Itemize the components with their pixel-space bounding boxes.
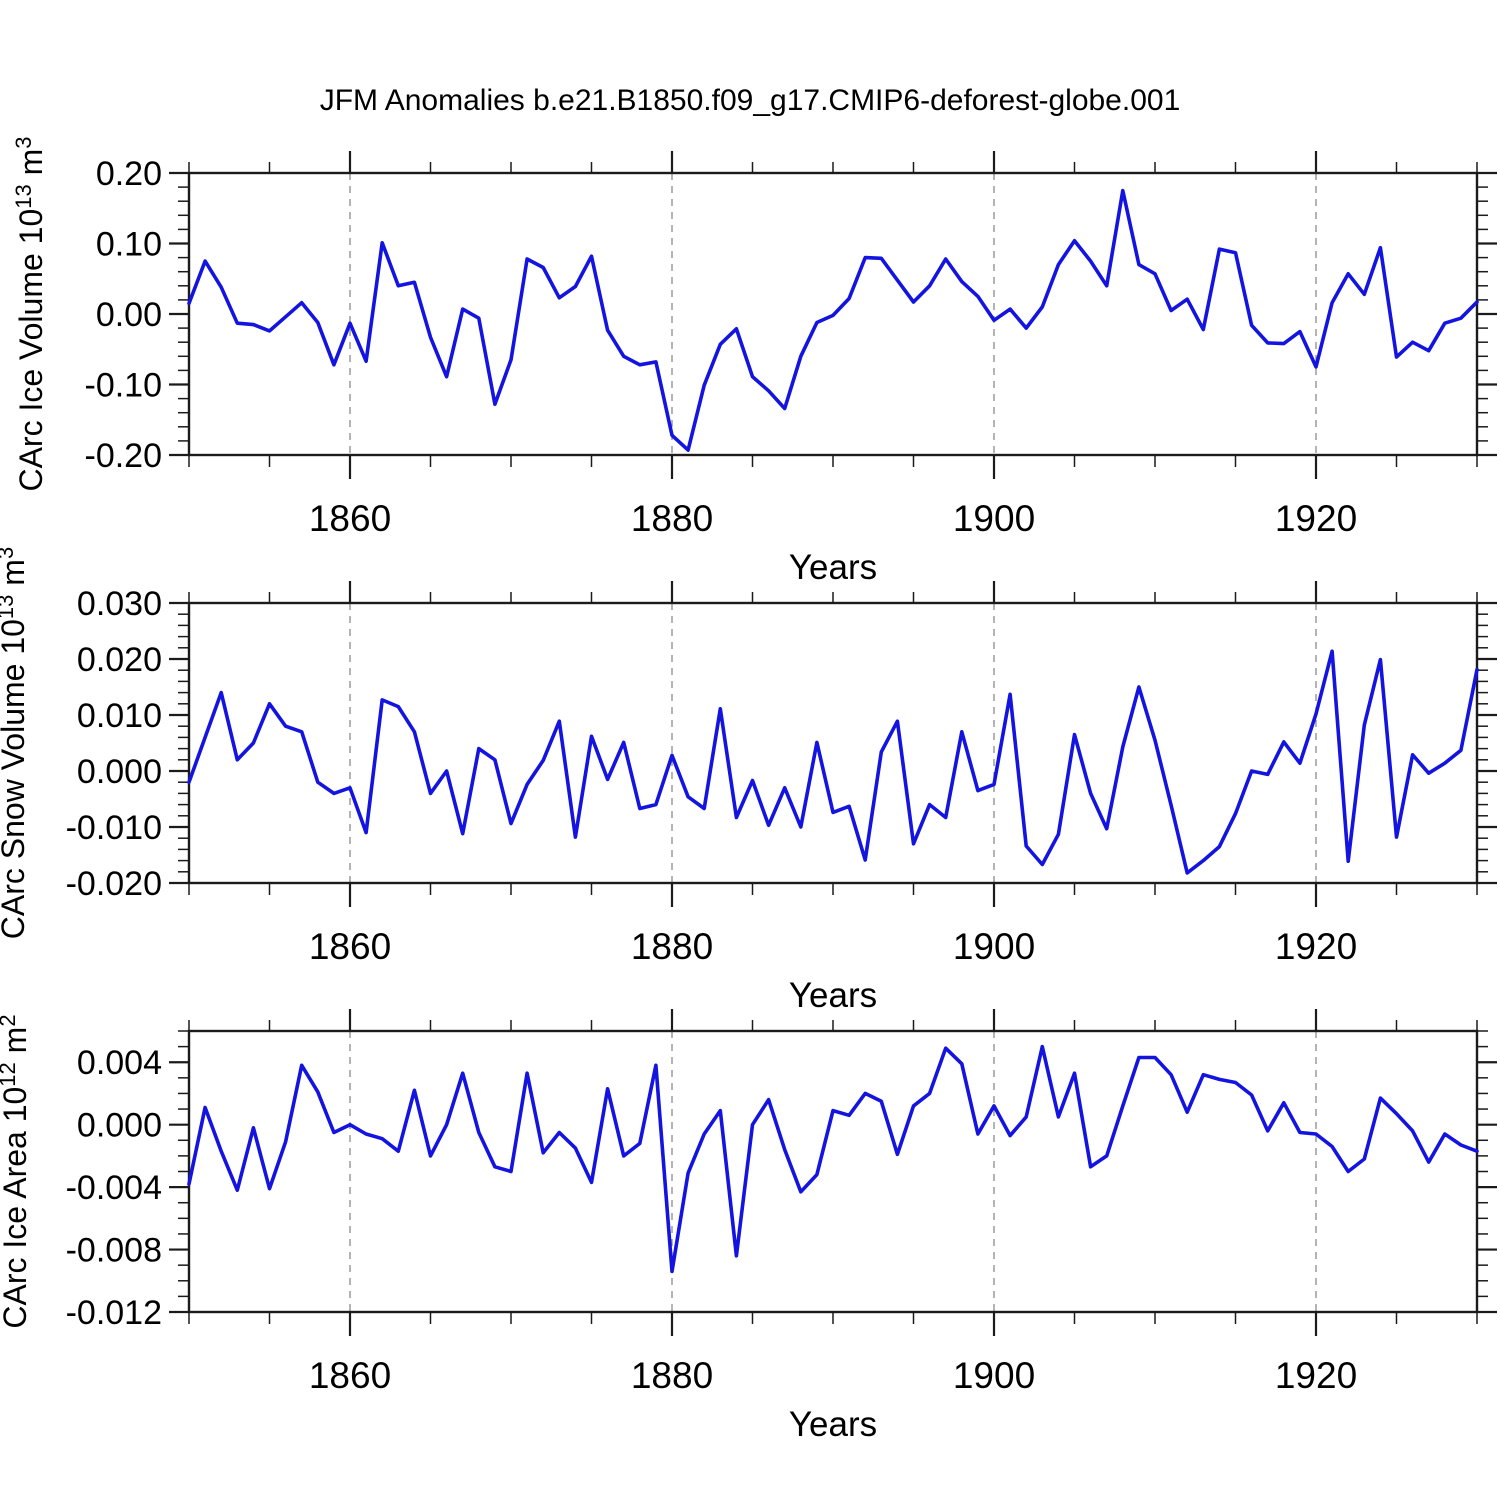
y-tick-label: 0.004: [77, 1044, 162, 1082]
x-tick-label: 1900: [953, 498, 1035, 539]
x-axis-title: Years: [789, 1405, 877, 1444]
x-tick-label: 1860: [309, 498, 391, 539]
x-axis-title: Years: [789, 548, 877, 587]
x-tick-label: 1920: [1275, 1355, 1357, 1396]
x-tick-label: 1860: [309, 926, 391, 967]
plot-frame: [187, 171, 1479, 457]
x-tick-label: 1900: [953, 926, 1035, 967]
x-tick-label: 1880: [631, 1355, 713, 1396]
x-tick-label: 1920: [1275, 498, 1357, 539]
chart-title: JFM Anomalies b.e21.B1850.f09_g17.CMIP6-…: [319, 84, 1181, 117]
y-tick-label: -0.20: [85, 437, 163, 475]
y-tick-label: -0.020: [66, 865, 162, 903]
y-tick-label: 0.020: [77, 641, 162, 679]
y-tick-label: -0.010: [66, 809, 162, 847]
y-tick-label: -0.004: [66, 1169, 162, 1207]
y-tick-label: 0.10: [96, 226, 162, 264]
x-tick-label: 1920: [1275, 926, 1357, 967]
panel-3: 0.004 0.000 -0.004 -0.008 -0.012 1860 1880 1900…: [0, 1009, 1497, 1444]
series-line: [187, 1044, 1479, 1274]
x-tick-label: 1860: [309, 1355, 391, 1396]
plot-frame: [187, 601, 1479, 885]
panel-1: 0.20 0.10 0.00 -0.10 -0.20 1860 1880 1900 1920 Ye…: [11, 136, 1497, 587]
y-tick-label: -0.10: [85, 367, 163, 405]
y-tick-label: -0.012: [66, 1294, 162, 1332]
y-tick-label: 0.010: [77, 697, 162, 735]
y-tick-label: 0.000: [77, 753, 162, 791]
series-line: [187, 188, 1479, 452]
y-tick-label: 0.000: [77, 1107, 162, 1145]
x-axis-title: Years: [789, 976, 877, 1015]
y-tick-label: 0.030: [77, 585, 162, 623]
x-tick-label: 1900: [953, 1355, 1035, 1396]
y-tick-label: 0.00: [96, 296, 162, 334]
y-axis-title: CArc Ice Volume 1013 m3: [11, 136, 49, 491]
series-line: [187, 649, 1479, 875]
y-tick-label: 0.20: [96, 155, 162, 193]
y-tick-label: -0.008: [66, 1232, 162, 1270]
y-axis-title: CArc Snow Volume 1013 m3: [0, 547, 31, 939]
x-tick-label: 1880: [631, 498, 713, 539]
panel-2: 0.030 0.020 0.010 0.000 -0.010 -0.020 1860 1880…: [0, 547, 1497, 1015]
x-tick-label: 1880: [631, 926, 713, 967]
y-axis-title: CArc Ice Area 1012 m2: [0, 1014, 33, 1328]
plot-frame: [187, 1029, 1479, 1314]
